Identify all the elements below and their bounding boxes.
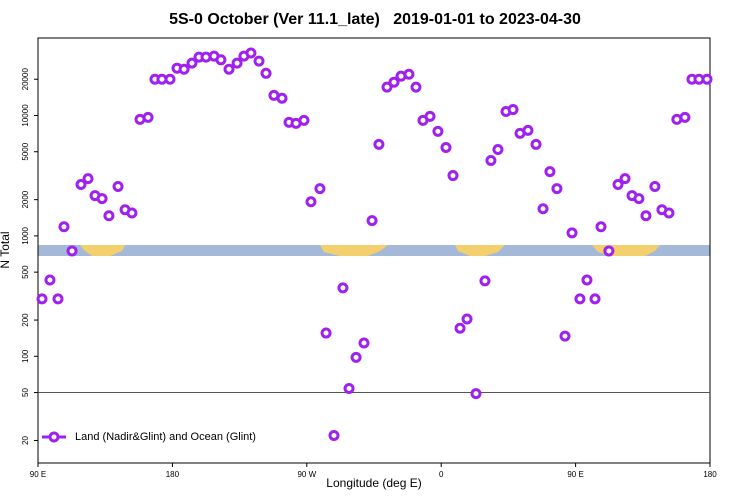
point (66, 245, 78, 257)
point (112, 181, 124, 193)
point (253, 55, 265, 67)
y-tick-label: 20000 (21, 68, 30, 91)
x-tick-label: 90 E (30, 470, 46, 479)
point (640, 210, 652, 222)
point (223, 63, 235, 75)
point (126, 207, 138, 219)
point (424, 110, 436, 122)
point (103, 210, 115, 222)
x-tick-label: 180 (703, 470, 717, 479)
point (358, 337, 370, 349)
point (231, 57, 243, 69)
point (595, 221, 607, 233)
point (603, 245, 615, 257)
point (58, 221, 70, 233)
x-tick-label: 90 E (567, 470, 583, 479)
point (530, 138, 542, 150)
point (663, 207, 675, 219)
point (581, 274, 593, 286)
point (589, 293, 601, 305)
land-shape (80, 245, 125, 256)
point (373, 138, 385, 150)
point (75, 179, 87, 191)
point (447, 170, 459, 182)
point (96, 193, 108, 205)
point (566, 227, 578, 239)
point (461, 313, 473, 325)
point (186, 57, 198, 69)
point (492, 143, 504, 155)
point (260, 67, 272, 79)
point (337, 282, 349, 294)
y-axis-label: N Total (0, 231, 12, 268)
point (328, 429, 340, 441)
point (350, 351, 362, 363)
point (343, 383, 355, 395)
legend-label: Land (Nadir&Glint) and Ocean (Glint) (75, 431, 256, 443)
point (649, 181, 661, 193)
point (485, 154, 497, 166)
y-tick-label: 100 (21, 349, 30, 363)
chart-title: 5S-0 October (Ver 11.1_late) 2019-01-01 … (169, 11, 581, 28)
point (479, 275, 491, 287)
x-tick-label: 90 W (297, 470, 316, 479)
point (366, 215, 378, 227)
point (44, 274, 56, 286)
point (215, 54, 227, 66)
point (298, 114, 310, 126)
point (551, 183, 563, 195)
point (537, 203, 549, 215)
land-shape (455, 245, 505, 256)
y-tick-label: 10000 (21, 104, 30, 127)
point (52, 293, 64, 305)
y-tick-label: 2000 (21, 190, 30, 208)
y-tick-label: 20 (21, 435, 30, 444)
legend-marker (48, 431, 60, 443)
point (403, 68, 415, 80)
land-shape (320, 245, 388, 256)
point (276, 92, 288, 104)
point (440, 142, 452, 154)
point (142, 111, 154, 123)
point (178, 63, 190, 75)
point (619, 173, 631, 185)
y-tick-label: 1000 (21, 226, 30, 244)
point (454, 322, 466, 334)
point (82, 173, 94, 185)
point (612, 179, 624, 191)
plot-frame (37, 37, 711, 464)
point (314, 183, 326, 195)
point (679, 111, 691, 123)
point (507, 104, 519, 116)
land-band (38, 245, 710, 256)
y-tick-label: 200 (21, 313, 30, 327)
x-tick-label: 180 (166, 470, 180, 479)
point (164, 73, 176, 85)
y-tick-label: 5000 (21, 142, 30, 160)
y-tick-label: 500 (21, 265, 30, 279)
x-axis-label: Longitude (deg E) (326, 476, 421, 490)
point (633, 193, 645, 205)
point (544, 166, 556, 178)
y-tick-label: 50 (21, 388, 30, 397)
point (522, 124, 534, 136)
point (432, 125, 444, 137)
point (320, 327, 332, 339)
point (305, 196, 317, 208)
point (701, 73, 713, 85)
legend: Land (Nadir&Glint) and Ocean (Glint) (42, 431, 256, 443)
x-tick-label: 0 (439, 470, 444, 479)
point (388, 76, 400, 88)
point (470, 388, 482, 400)
point (574, 293, 586, 305)
point (559, 330, 571, 342)
point (381, 81, 393, 93)
point (245, 47, 257, 59)
point (410, 81, 422, 93)
point (36, 293, 48, 305)
